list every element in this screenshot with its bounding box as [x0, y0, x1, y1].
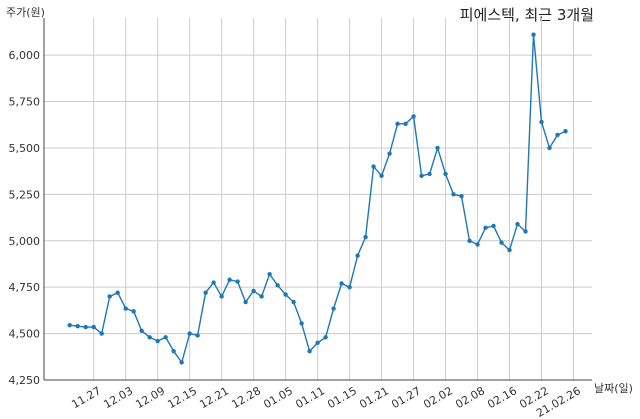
x-tick-label: 01.15	[325, 384, 359, 411]
data-point	[531, 32, 536, 37]
data-point	[499, 240, 504, 245]
data-point	[107, 294, 112, 299]
data-point	[131, 309, 136, 314]
data-point	[99, 331, 104, 336]
data-point	[251, 288, 256, 294]
y-tick-label: 5,500	[9, 142, 41, 155]
y-tick-label: 5,250	[9, 188, 41, 201]
data-point	[467, 238, 472, 243]
y-tick-label: 6,000	[9, 49, 41, 62]
data-point	[259, 294, 264, 299]
y-tick-label: 5,000	[9, 235, 41, 248]
data-point	[243, 299, 248, 305]
data-point	[451, 192, 456, 197]
data-point	[371, 164, 376, 169]
data-point	[563, 129, 568, 134]
data-point	[123, 306, 128, 311]
data-point	[331, 306, 336, 311]
x-tick-label: 11.27	[69, 384, 103, 411]
data-point	[179, 360, 184, 365]
x-tick-label: 01.05	[261, 384, 295, 411]
x-tick-label: 01.21	[357, 384, 391, 411]
x-axis-label: 날짜(일)	[594, 382, 633, 395]
data-point	[291, 299, 296, 305]
data-point	[411, 114, 416, 119]
data-point	[347, 284, 352, 290]
data-point	[163, 335, 168, 340]
x-tick-label: 01.11	[293, 384, 327, 411]
data-point	[379, 173, 384, 178]
data-point	[299, 321, 304, 326]
x-tick-label: 12.15	[165, 384, 199, 411]
data-point	[203, 290, 208, 295]
data-point	[211, 280, 216, 285]
data-point	[67, 323, 72, 328]
data-point	[91, 324, 96, 330]
data-point	[283, 292, 288, 297]
chart-title: 피에스텍, 최근 3개월	[459, 6, 594, 24]
data-point	[155, 338, 160, 344]
x-tick-label: 12.09	[133, 384, 167, 411]
data-point	[459, 194, 464, 199]
data-point	[227, 277, 232, 282]
x-tick-label: 12.21	[197, 384, 231, 411]
data-point	[515, 221, 520, 227]
y-tick-label: 4,750	[9, 281, 41, 294]
x-tick-label: 01.27	[389, 384, 423, 411]
data-point	[547, 145, 552, 151]
data-point	[323, 335, 328, 340]
data-point	[267, 271, 272, 277]
x-tick-label: 12.28	[229, 384, 263, 411]
data-point	[395, 121, 400, 127]
data-point	[83, 324, 88, 330]
x-tick-label: 02.16	[485, 384, 519, 411]
data-point	[427, 171, 432, 177]
x-tick-label: 02.08	[453, 384, 487, 411]
data-point	[315, 340, 320, 346]
y-axis-label: 주가(원)	[6, 6, 45, 19]
data-point	[555, 132, 560, 138]
data-point	[339, 281, 344, 286]
y-tick-label: 5,750	[9, 96, 41, 109]
y-tick-label: 4,250	[9, 374, 41, 387]
x-tick-label: 12.03	[101, 384, 135, 411]
data-point	[355, 253, 360, 258]
data-point	[147, 335, 152, 340]
data-point	[139, 328, 144, 334]
data-point	[491, 223, 496, 229]
data-point	[235, 279, 240, 284]
data-point	[195, 333, 200, 338]
data-point	[403, 121, 408, 127]
data-point	[507, 247, 512, 253]
data-point	[171, 349, 176, 354]
data-point	[363, 234, 368, 240]
data-point	[275, 283, 280, 288]
data-point	[307, 349, 312, 354]
data-point	[75, 323, 80, 329]
data-point	[539, 119, 544, 125]
data-point	[435, 145, 440, 151]
x-tick-label: 02.02	[421, 384, 455, 411]
data-point	[483, 225, 488, 230]
data-point	[187, 331, 192, 336]
data-point	[387, 151, 392, 156]
data-point	[443, 171, 448, 177]
data-point	[219, 294, 224, 299]
data-point	[419, 173, 424, 178]
data-point	[115, 290, 120, 295]
data-point	[475, 242, 480, 247]
y-tick-label: 4,500	[9, 328, 41, 341]
data-point	[523, 229, 528, 234]
